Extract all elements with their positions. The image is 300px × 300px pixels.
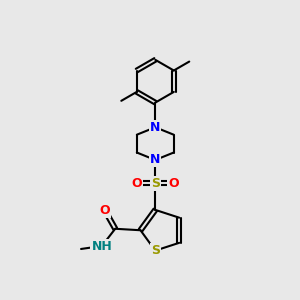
- Text: O: O: [100, 204, 110, 217]
- Text: O: O: [168, 177, 179, 190]
- Text: S: S: [151, 177, 160, 190]
- Text: NH: NH: [92, 239, 112, 253]
- Text: O: O: [131, 177, 142, 190]
- Text: S: S: [151, 244, 160, 257]
- Text: N: N: [150, 154, 160, 166]
- Text: N: N: [150, 121, 160, 134]
